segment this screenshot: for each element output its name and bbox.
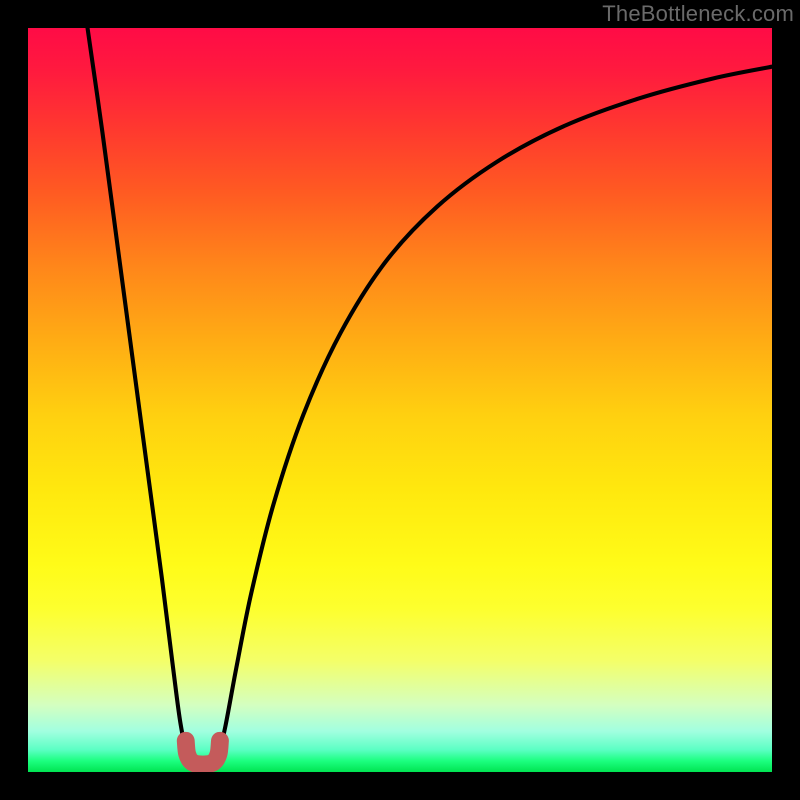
bottleneck-curve-path	[88, 28, 772, 765]
watermark-text: TheBottleneck.com	[602, 1, 794, 27]
plot-area	[28, 28, 772, 772]
trough-highlight-marker	[186, 741, 220, 765]
bottleneck-curve	[28, 28, 772, 772]
